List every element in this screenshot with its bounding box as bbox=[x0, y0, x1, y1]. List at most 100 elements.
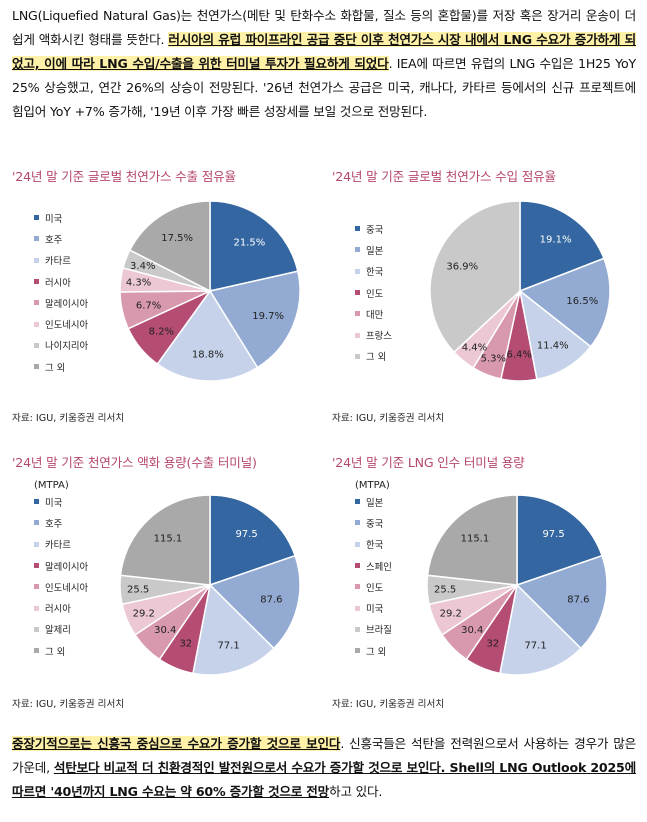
chart-2-legend: 중국 일본 한국 인도 대만 프랑스 그 외 bbox=[355, 218, 392, 367]
pie-slice-한국 bbox=[499, 583, 582, 676]
pie-value-label: 87.6 bbox=[260, 595, 282, 606]
legend-item: 중국 bbox=[355, 512, 392, 533]
legend-label: 미국 bbox=[45, 213, 63, 225]
legend-swatch bbox=[355, 311, 360, 317]
legend-item: 한국 bbox=[355, 261, 392, 282]
pie-value-label: 77.1 bbox=[524, 641, 546, 652]
legend-swatch bbox=[34, 321, 39, 327]
pie-value-label: 16.5% bbox=[566, 296, 598, 307]
legend-swatch bbox=[34, 605, 39, 611]
pie-value-label: 32 bbox=[486, 639, 499, 650]
legend-swatch bbox=[34, 215, 39, 221]
pie-value-label: 11.4% bbox=[537, 340, 569, 351]
legend-label: 미국 bbox=[366, 604, 384, 616]
legend-label: 그 외 bbox=[366, 352, 387, 364]
legend-item: 말레이시아 bbox=[34, 292, 88, 313]
outro-underline: 석탄보다 비교적 더 친환경적인 발전원으로서 수요가 증가할 것으로 보인다.… bbox=[12, 760, 637, 799]
legend-item: 알제리 bbox=[34, 619, 88, 640]
pie-value-label: 19.1% bbox=[540, 235, 572, 246]
pie-value-label: 4.4% bbox=[462, 342, 487, 353]
legend-label: 인도네시아 bbox=[45, 582, 89, 594]
legend-label: 중국 bbox=[366, 224, 384, 236]
chart-1-title: '24년 말 기준 글로벌 천연가스 수출 점유율 bbox=[12, 169, 236, 184]
legend-item: 인도 bbox=[355, 576, 392, 597]
legend-label: 인도 bbox=[366, 582, 384, 594]
pie-value-label: 21.5% bbox=[233, 237, 265, 248]
pie-value-label: 30.4 bbox=[461, 625, 483, 636]
chart-4-source: 자료: IGU, 키움증권 리서치 bbox=[332, 699, 445, 710]
legend-swatch bbox=[355, 563, 360, 569]
legend-label: 알제리 bbox=[45, 625, 71, 637]
intro-paragraph: LNG(Liquefied Natural Gas)는 천연가스(메탄 및 탄화… bbox=[12, 4, 636, 124]
legend-label: 러시아 bbox=[45, 604, 71, 616]
pie-slice-호주 bbox=[208, 270, 301, 369]
legend-label: 호주 bbox=[45, 234, 63, 246]
chart-1-legend: 미국 호주 카타르 러시아 말레이시아 인도네시아 나이지리아 그 외 bbox=[34, 207, 88, 377]
legend-item: 대만 bbox=[355, 303, 392, 324]
legend-label: 그 외 bbox=[45, 646, 66, 658]
legend-swatch bbox=[355, 499, 360, 505]
pie-value-label: 18.8% bbox=[192, 349, 224, 360]
legend-item: 러시아 bbox=[34, 597, 88, 618]
pie-value-label: 25.5 bbox=[127, 584, 149, 595]
pie-value-label: 29.2 bbox=[133, 609, 155, 620]
pie-value-label: 77.1 bbox=[217, 641, 239, 652]
chart-4-unit: (MTPA) bbox=[355, 480, 390, 491]
pie-value-label: 30.4 bbox=[154, 625, 176, 636]
legend-item: 호주 bbox=[34, 512, 88, 533]
legend-swatch bbox=[355, 290, 360, 296]
legend-item: 카타르 bbox=[34, 534, 88, 555]
legend-label: 그 외 bbox=[366, 646, 387, 658]
legend-swatch bbox=[34, 520, 39, 526]
chart-1-source: 자료: IGU, 키움증권 리서치 bbox=[12, 413, 125, 424]
intro-text-rest: . IEA에 따르면 유럽의 LNG 수입은 1H25 YoY 25% 상승했고… bbox=[12, 56, 636, 119]
pie-value-label: 8.2% bbox=[149, 327, 174, 338]
legend-swatch bbox=[355, 353, 360, 359]
pie-slice-카타르 bbox=[192, 583, 275, 676]
pie-value-label: 97.5 bbox=[542, 529, 564, 540]
pie-slice-중국 bbox=[515, 554, 608, 650]
legend-item: 중국 bbox=[355, 218, 392, 239]
legend-label: 스페인 bbox=[366, 561, 392, 573]
legend-label: 일본 bbox=[366, 245, 384, 257]
legend-swatch bbox=[355, 247, 360, 253]
chart-4-legend: 일본 중국 한국 스페인 인도 미국 브라질 그 외 bbox=[355, 491, 392, 661]
pie-value-label: 4.3% bbox=[126, 278, 151, 289]
legend-swatch bbox=[355, 605, 360, 611]
legend-label: 러시아 bbox=[45, 277, 71, 289]
legend-swatch bbox=[34, 279, 39, 285]
legend-label: 말레이시아 bbox=[45, 561, 89, 573]
legend-swatch bbox=[34, 541, 39, 547]
pie-value-label: 6.7% bbox=[136, 300, 161, 311]
legend-swatch bbox=[355, 520, 360, 526]
legend-swatch bbox=[34, 342, 39, 348]
chart-3-title: '24년 말 기준 천연가스 액화 용량(수출 터미널) bbox=[12, 455, 257, 470]
pie-value-label: 6.4% bbox=[507, 349, 532, 360]
legend-label: 대만 bbox=[366, 309, 384, 321]
pie-value-label: 17.5% bbox=[161, 233, 193, 244]
legend-label: 브라질 bbox=[366, 625, 392, 637]
pie-value-label: 3.4% bbox=[130, 261, 155, 272]
legend-item: 카타르 bbox=[34, 250, 88, 271]
chart-3-unit: (MTPA) bbox=[34, 480, 69, 491]
legend-label: 한국 bbox=[366, 540, 384, 552]
chart-3-legend: 미국 호주 카타르 말레이시아 인도네시아 러시아 알제리 그 외 bbox=[34, 491, 88, 661]
legend-swatch bbox=[34, 257, 39, 263]
outro-paragraph: 중장기적으로는 신흥국 중심으로 수요가 증가할 것으로 보인다. 신흥국들은 … bbox=[12, 732, 636, 804]
outro-text: . 신흥국들은 석탄을 전력원으로서 사용하는 경우가 많은 가운데, bbox=[12, 736, 636, 775]
outro-text-end: 하고 있다. bbox=[329, 784, 383, 799]
legend-swatch bbox=[355, 541, 360, 547]
pie-value-label: 36.9% bbox=[446, 261, 478, 272]
legend-item: 미국 bbox=[34, 207, 88, 228]
legend-swatch bbox=[34, 364, 39, 370]
legend-swatch bbox=[34, 236, 39, 242]
legend-item: 일본 bbox=[355, 239, 392, 260]
legend-item: 브라질 bbox=[355, 619, 392, 640]
chart-2-source: 자료: IGU, 키움증권 리서치 bbox=[332, 413, 445, 424]
legend-swatch bbox=[355, 332, 360, 338]
legend-swatch bbox=[34, 563, 39, 569]
legend-item: 인도네시아 bbox=[34, 576, 88, 597]
pie-slice-카타르 bbox=[156, 289, 259, 382]
chart-3-source: 자료: IGU, 키움증권 리서치 bbox=[12, 699, 125, 710]
legend-item: 그 외 bbox=[34, 640, 88, 661]
